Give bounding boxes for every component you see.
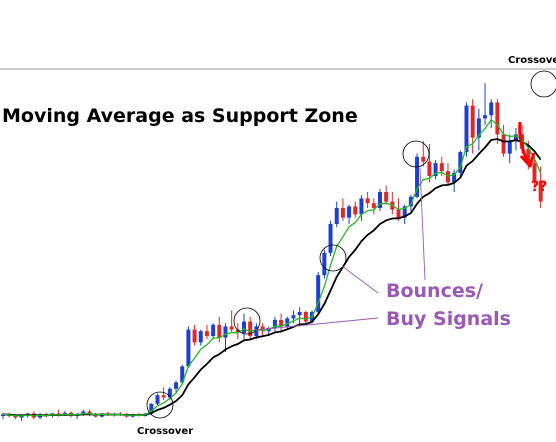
- candle-body: [217, 324, 222, 338]
- candle-body: [402, 206, 407, 218]
- candle-body: [371, 203, 376, 208]
- annotation-pointer-line: [419, 167, 426, 281]
- candle-body: [377, 192, 382, 208]
- candle-body: [13, 416, 18, 418]
- candle-body: [384, 192, 389, 202]
- candle-body: [198, 331, 203, 343]
- candle-body: [297, 312, 302, 316]
- candle-body: [285, 318, 290, 327]
- candle-body: [186, 329, 191, 367]
- bounce-circle-2: [319, 244, 347, 272]
- candle-body: [149, 403, 154, 414]
- candle-body: [174, 382, 179, 389]
- candle-body: [470, 105, 475, 138]
- question-marks: ??: [531, 179, 547, 195]
- candle-body: [347, 206, 352, 218]
- candle-body: [532, 163, 537, 181]
- candle-body: [242, 321, 247, 333]
- slow-moving-average-line: [2, 138, 542, 417]
- bounces-label: Bounces/: [386, 280, 483, 302]
- candle-body: [229, 326, 234, 330]
- candle-body: [513, 134, 518, 141]
- candle-body: [483, 115, 488, 119]
- candle-body: [167, 388, 172, 398]
- candle-body: [87, 411, 92, 415]
- candle-body: [427, 161, 432, 176]
- candle-body: [365, 198, 370, 204]
- candle-body: [211, 324, 216, 336]
- candle-body: [155, 395, 160, 404]
- candle-body: [495, 102, 500, 135]
- annotation-pointer-line: [341, 265, 379, 294]
- candle-body: [507, 140, 512, 154]
- crossover-circle-top: [530, 70, 556, 98]
- candle-body: [476, 118, 481, 138]
- candle-body: [223, 326, 228, 338]
- candle-body: [526, 148, 531, 164]
- crossover-label-top: Crossover: [508, 55, 556, 66]
- candle-body: [291, 315, 296, 319]
- bounce-circle-1: [233, 307, 261, 335]
- crossover-circle-bottom: [146, 391, 174, 419]
- candle-body: [279, 320, 284, 327]
- down-arrow-head: [519, 152, 536, 168]
- candle-body: [334, 208, 339, 224]
- candle-body: [254, 326, 259, 336]
- candle-body: [316, 275, 321, 312]
- candle-body: [235, 329, 240, 333]
- candle-body: [489, 102, 494, 116]
- fast-moving-average-line: [2, 118, 542, 417]
- chart-title: Moving Average as Support Zone: [2, 105, 358, 127]
- candle-body: [439, 163, 444, 172]
- candle-body: [161, 395, 166, 398]
- candle-body: [501, 134, 506, 154]
- candle-body: [260, 326, 265, 332]
- crossover-label-bottom: Crossover: [137, 426, 193, 437]
- candle-body: [192, 329, 197, 343]
- bounce-circle-3: [402, 140, 430, 168]
- down-arrow-shaft: [518, 121, 530, 163]
- candle-body: [464, 105, 469, 152]
- candle-body: [421, 156, 426, 162]
- candle-body: [538, 180, 543, 202]
- annotation-pointer-line: [255, 317, 379, 331]
- candle-body: [415, 156, 420, 197]
- candle-body: [303, 312, 308, 322]
- candle-body: [328, 224, 333, 253]
- candle-body: [433, 163, 438, 176]
- candle-body: [445, 171, 450, 183]
- candle-body: [458, 152, 463, 173]
- candle-body: [452, 172, 457, 183]
- candle-body: [19, 416, 24, 418]
- candle-body: [353, 206, 358, 215]
- candle-body: [204, 331, 209, 336]
- candle-body: [272, 320, 277, 328]
- candle-body: [408, 196, 413, 207]
- buy-signals-label: Buy Signals: [386, 308, 511, 330]
- candle-body: [180, 366, 185, 383]
- candle-body: [359, 198, 364, 215]
- candle-body: [322, 252, 327, 276]
- candle-body: [340, 208, 345, 218]
- candle-body: [248, 321, 253, 336]
- candle-body: [396, 209, 401, 218]
